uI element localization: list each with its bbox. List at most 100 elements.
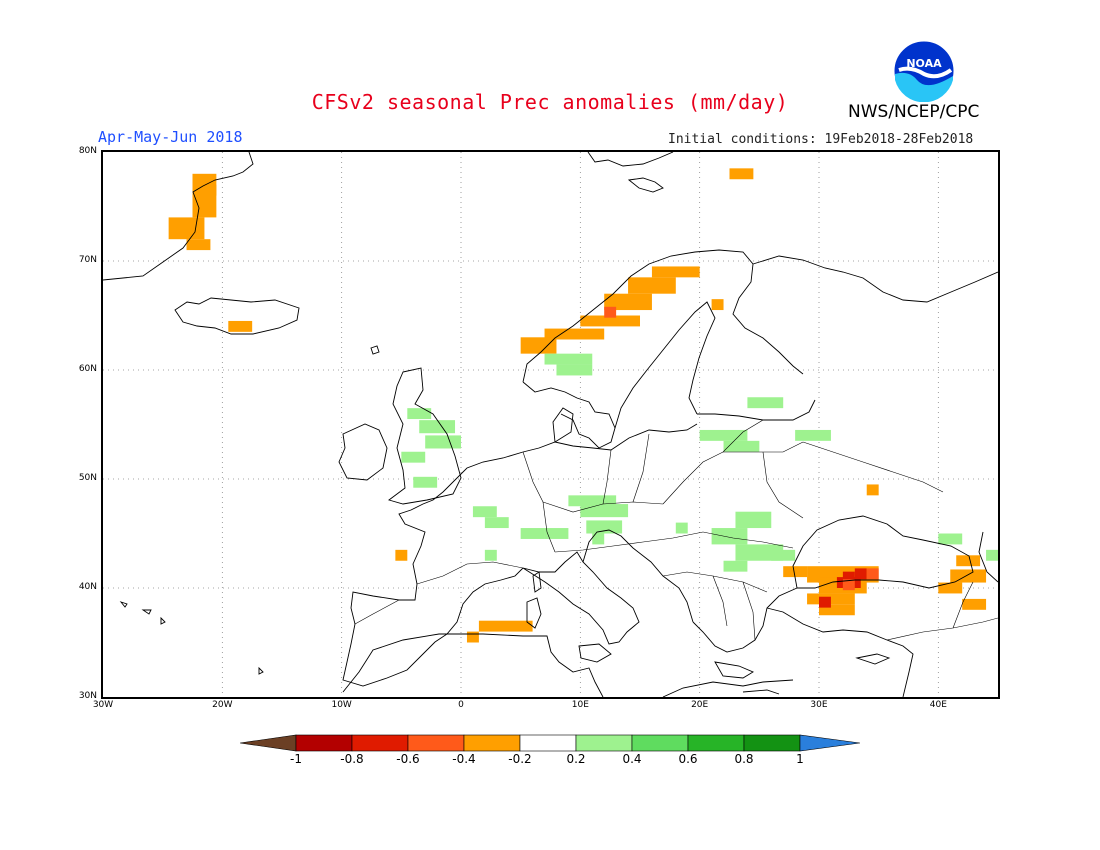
anomaly-cell: [628, 277, 676, 294]
anomaly-cell: [866, 484, 879, 496]
anomaly-cell: [747, 397, 784, 409]
lat-tick-label: 60N: [78, 364, 97, 374]
great-britain-coast: [388, 367, 462, 505]
lon-tick-label: 30E: [810, 700, 828, 710]
lat-tick-label: 30N: [78, 691, 97, 701]
anomaly-cell: [580, 315, 640, 327]
map-title: CFSv2 seasonal Prec anomalies (mm/day): [311, 90, 789, 114]
anomaly-cell: [228, 320, 253, 332]
colorbar-label: -0.8: [340, 752, 364, 766]
ireland-coast: [338, 423, 388, 481]
colorbar-segment: [463, 734, 521, 752]
lat-tick-label: 50N: [78, 473, 97, 483]
anomaly-cell: [819, 596, 831, 608]
colorbar-label: 0.4: [622, 752, 642, 766]
map-canvas: [102, 151, 1010, 698]
greenland-coast: [102, 151, 254, 281]
anomaly-cell: [604, 293, 652, 311]
anomaly-cell: [699, 429, 748, 441]
gridlines: [103, 152, 998, 697]
lon-tick-label: 40E: [929, 700, 947, 710]
colorbar-segment: [295, 734, 353, 752]
anomaly-cell: [819, 604, 855, 616]
balkans-coast: [692, 587, 798, 653]
colorbar-label: 0.8: [734, 752, 754, 766]
lat-tick-label: 80N: [78, 146, 97, 156]
lon-tick-label: 10E: [571, 700, 589, 710]
anomaly-cell: [842, 579, 855, 591]
west-europe-coast: [342, 451, 524, 687]
initial-conditions-label: Initial conditions: 19Feb2018-28Feb2018: [668, 132, 974, 147]
lon-tick-label: 10W: [331, 700, 352, 710]
agency-label: NWS/NCEP/CPC: [848, 102, 980, 122]
lon-tick-label: 0: [458, 700, 464, 710]
black-sea-coast: [792, 515, 974, 589]
color-scale-bar: [240, 734, 860, 752]
colorbar-label: -0.2: [508, 752, 532, 766]
anomaly-cell: [842, 571, 855, 583]
anomaly-cell: [556, 364, 593, 376]
anomaly-cells: [168, 168, 1010, 643]
anomaly-cell: [675, 522, 688, 534]
anomaly-cell: [854, 568, 867, 580]
anomaly-cell: [711, 528, 748, 545]
colorbar-segment: [575, 734, 633, 752]
noaa-logo: NOAA: [893, 40, 955, 102]
italy-coast: [522, 551, 640, 645]
lon-tick-label: 20E: [691, 700, 709, 710]
bothnia-coast: [614, 301, 716, 429]
colorbar-segment: [351, 734, 409, 752]
colorbar-label: -0.6: [396, 752, 420, 766]
precip-anomaly-map: [101, 150, 1010, 699]
anomaly-cell: [472, 506, 497, 518]
anomaly-cell: [604, 306, 617, 318]
svalbard-coast: [587, 151, 674, 167]
lat-tick-label: 70N: [78, 255, 97, 265]
anomaly-cell: [986, 549, 1010, 561]
anomaly-cell: [395, 549, 408, 561]
anomaly-cell: [186, 239, 211, 251]
anomaly-cell: [651, 266, 700, 278]
anomaly-cell: [407, 408, 432, 420]
colorbar-label: 1: [796, 752, 804, 766]
season-label: Apr-May-Jun 2018: [98, 128, 243, 146]
colorbar-label: 0.2: [566, 752, 586, 766]
iceland-coast: [174, 297, 300, 335]
anomaly-cell: [484, 517, 509, 529]
anomaly-cell: [544, 528, 569, 539]
country-borders: [354, 419, 999, 641]
anomaly-cell: [783, 566, 808, 578]
colorbar-label: -0.4: [452, 752, 476, 766]
north-africa-coast: [342, 633, 604, 698]
anomaly-cell: [168, 217, 205, 240]
anomaly-cell: [568, 495, 617, 507]
colorbar-label: 0.6: [678, 752, 698, 766]
colorbar-segment: [407, 734, 465, 752]
anomaly-cell: [586, 520, 623, 534]
noaa-logo-text: NOAA: [906, 57, 942, 70]
anomaly-cell: [520, 528, 545, 539]
colorbar-segment: [743, 734, 801, 752]
anomaly-cell: [962, 598, 987, 610]
baltic-coast: [522, 423, 698, 453]
anomaly-cell: [466, 631, 479, 643]
anomaly-cell: [771, 549, 796, 561]
anomaly-cell: [544, 353, 593, 365]
anatolia-coast: [766, 607, 914, 698]
anomaly-cell: [950, 569, 987, 583]
anomaly-cell: [795, 429, 831, 441]
anomaly-cell: [956, 555, 981, 567]
anomaly-cell: [413, 476, 438, 488]
anomaly-cell: [580, 504, 629, 518]
anomaly-cell: [938, 582, 963, 594]
lat-tick-label: 40N: [78, 582, 97, 592]
anomaly-cell: [425, 435, 461, 449]
anomaly-cell: [544, 328, 605, 340]
anomaly-cell: [592, 533, 605, 545]
lon-tick-label: 30W: [92, 700, 114, 710]
anomaly-cell: [723, 440, 760, 452]
anomaly-cell: [729, 168, 754, 180]
anomaly-cell: [735, 511, 772, 529]
scandinavia-coast: [522, 249, 804, 383]
colorbar-label: -1: [290, 752, 302, 766]
